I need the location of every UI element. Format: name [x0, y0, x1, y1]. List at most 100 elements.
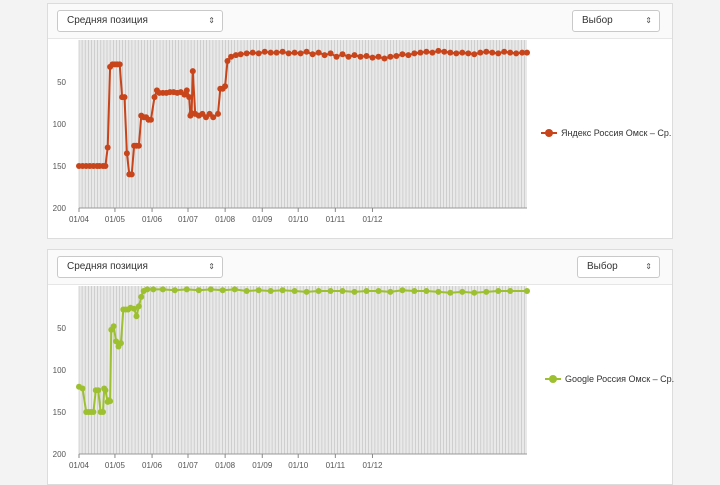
- data-point: [435, 288, 442, 295]
- data-point: [135, 142, 142, 149]
- legend-marker: [545, 375, 561, 383]
- x-tick-label: 01/10: [288, 461, 309, 470]
- data-point: [110, 323, 117, 330]
- data-point: [513, 50, 520, 57]
- data-point: [291, 288, 298, 294]
- data-point: [489, 49, 496, 56]
- google-chart-panel: Средняя позиция ⇕ Выбор ⇕ 50 100 150 200 01/…: [47, 249, 674, 485]
- data-point: [315, 288, 322, 294]
- y-tick-label: 50: [57, 78, 66, 87]
- data-point: [363, 53, 370, 59]
- data-point: [104, 144, 111, 151]
- data-point: [381, 55, 388, 62]
- data-point: [210, 114, 217, 121]
- data-point: [303, 288, 310, 295]
- select-arrows-icon: ⇕: [208, 262, 215, 271]
- data-point: [151, 94, 158, 101]
- x-tick-label: 01/09: [252, 215, 273, 224]
- metric-select[interactable]: Средняя позиция ⇕: [57, 256, 223, 278]
- data-point: [243, 50, 250, 57]
- data-point: [228, 53, 235, 60]
- data-point: [147, 116, 154, 123]
- vertical-gridlines: [78, 40, 525, 208]
- data-point: [207, 286, 214, 293]
- data-point: [429, 49, 436, 56]
- data-point: [423, 288, 430, 294]
- data-point: [113, 338, 120, 345]
- data-point: [327, 288, 334, 294]
- data-point: [465, 50, 472, 57]
- chart-legend[interactable]: Google Россия Омск – Ср.: [545, 374, 674, 384]
- data-point: [267, 288, 274, 294]
- data-point: [95, 387, 102, 394]
- data-point: [471, 51, 478, 58]
- choice-select[interactable]: Выбор ⇕: [577, 256, 660, 278]
- data-point: [133, 313, 140, 320]
- data-point: [315, 49, 322, 56]
- data-point: [224, 58, 231, 64]
- data-point: [117, 340, 124, 347]
- data-point: [107, 398, 114, 405]
- legend-marker: [541, 129, 557, 137]
- data-point: [279, 287, 286, 294]
- legend-label: Яндекс Россия Омск – Ср.: [561, 128, 672, 138]
- x-tick-label: 01/05: [105, 461, 126, 470]
- data-point: [232, 52, 239, 59]
- data-point: [333, 53, 340, 60]
- data-point: [297, 50, 304, 57]
- data-point: [441, 48, 448, 55]
- y-tick-label: 150: [53, 408, 67, 417]
- data-point: [273, 49, 280, 56]
- data-point: [116, 61, 123, 68]
- panel-toolbar: Средняя позиция ⇕ Выбор ⇕: [48, 4, 672, 39]
- data-point: [495, 288, 502, 294]
- data-point: [459, 288, 466, 295]
- data-point: [144, 286, 151, 293]
- choice-select[interactable]: Выбор ⇕: [572, 10, 660, 32]
- data-point: [135, 303, 142, 310]
- data-point: [369, 54, 376, 61]
- y-tick-label: 100: [53, 120, 67, 129]
- y-tick-label: 150: [53, 162, 67, 171]
- data-point: [387, 53, 394, 60]
- metric-select[interactable]: Средняя позиция ⇕: [57, 10, 223, 32]
- data-point: [90, 409, 97, 415]
- data-point: [219, 287, 226, 294]
- data-point: [159, 286, 166, 293]
- data-point: [417, 49, 424, 56]
- data-point: [189, 68, 196, 75]
- data-point: [222, 83, 229, 90]
- data-point: [357, 53, 364, 60]
- data-point: [447, 289, 454, 296]
- data-point: [399, 51, 406, 58]
- data-point: [102, 387, 109, 394]
- data-point: [399, 287, 406, 294]
- data-point: [411, 50, 418, 57]
- select-arrows-icon: ⇕: [208, 16, 215, 25]
- data-point: [131, 305, 138, 312]
- select-arrows-icon: ⇕: [645, 262, 652, 271]
- data-point: [186, 94, 193, 101]
- x-tick-label: 01/10: [288, 215, 309, 224]
- data-point: [495, 50, 502, 57]
- choice-select-label: Выбор: [587, 261, 618, 272]
- x-tick-label: 01/12: [362, 461, 383, 470]
- data-point: [309, 51, 316, 58]
- data-point: [339, 288, 346, 294]
- data-point: [291, 49, 298, 56]
- data-point: [483, 288, 490, 295]
- chart-legend[interactable]: Яндекс Россия Омск – Ср.: [541, 128, 671, 138]
- data-point: [339, 51, 346, 58]
- data-point: [123, 150, 130, 157]
- data-point: [393, 53, 400, 59]
- data-point: [524, 49, 530, 56]
- data-point: [249, 49, 256, 56]
- data-point: [501, 48, 508, 55]
- data-point: [285, 50, 292, 57]
- data-point: [405, 52, 412, 59]
- data-point: [507, 49, 514, 56]
- data-point: [183, 286, 190, 293]
- x-tick-label: 01/09: [252, 461, 273, 470]
- legend-label: Google Россия Омск – Ср.: [565, 374, 675, 384]
